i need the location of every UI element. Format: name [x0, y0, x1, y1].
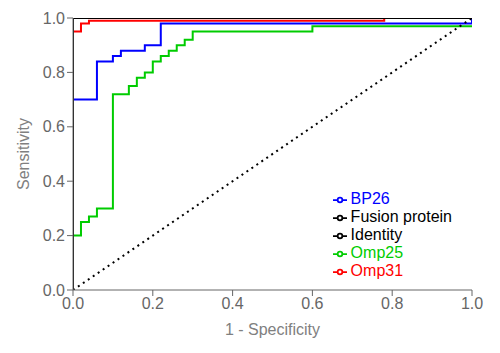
svg-text:0.4: 0.4	[43, 173, 65, 190]
html-text:Identity: Identity	[350, 226, 403, 243]
svg-text:0.8: 0.8	[381, 295, 403, 312]
svg-text:1 - Specificity: 1 - Specificity	[225, 321, 320, 338]
svg-text:0.6: 0.6	[43, 118, 65, 135]
svg-text:1.0: 1.0	[461, 295, 483, 312]
html-text:Fusion protein: Fusion protein	[350, 208, 452, 225]
svg-text:0.0: 0.0	[62, 295, 84, 312]
svg-text:1.0: 1.0	[43, 10, 65, 27]
html-text:Omp31: Omp31	[350, 262, 404, 279]
svg-text:0.8: 0.8	[43, 64, 65, 81]
svg-text:0.6: 0.6	[301, 295, 323, 312]
svg-text:0.2: 0.2	[43, 227, 65, 244]
svg-text:Sensitivity: Sensitivity	[15, 118, 32, 190]
svg-text:0.2: 0.2	[142, 295, 164, 312]
svg-text:0.4: 0.4	[221, 295, 243, 312]
html-text:BP26: BP26	[350, 190, 390, 207]
html-text:Omp25: Omp25	[350, 244, 404, 261]
svg-text:0.0: 0.0	[43, 282, 65, 299]
